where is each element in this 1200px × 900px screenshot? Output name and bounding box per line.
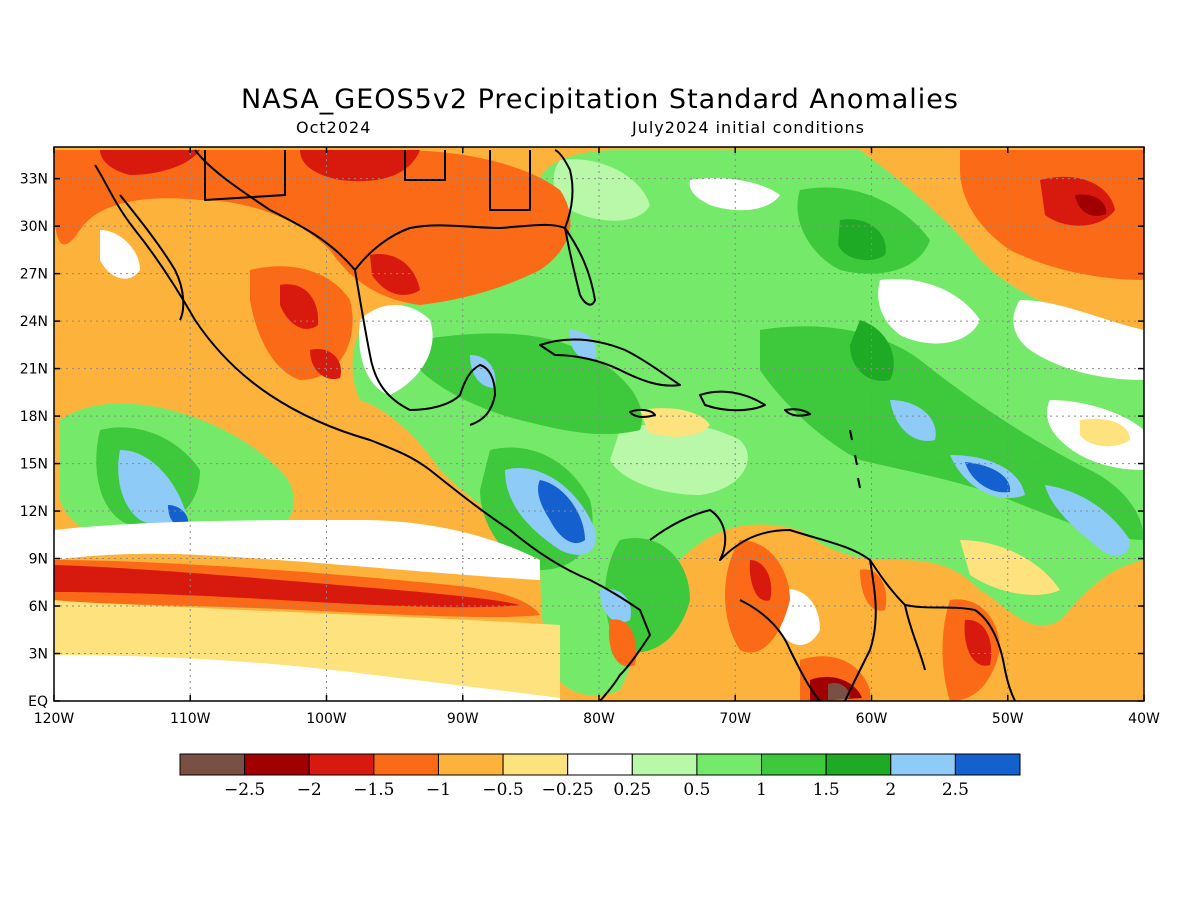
lon-tick-label: 120W: [34, 711, 75, 727]
lon-tick-label: 90W: [447, 711, 479, 727]
colorbar-swatch: [631, 753, 698, 776]
longitude-axis: 120W 110W 100W 90W 80W 70W 60W 50W 40W: [34, 147, 1160, 727]
colorbar-label: 1: [756, 780, 767, 800]
forecast-month-label: Oct2024: [296, 118, 372, 137]
lat-tick-label: 21N: [20, 362, 48, 378]
colorbar-label: −2: [297, 780, 322, 800]
lon-tick-label: 60W: [856, 711, 888, 727]
colorbar-swatch: [567, 753, 633, 776]
lon-tick-label: 80W: [583, 711, 615, 727]
colorbar-swatch: [825, 753, 892, 776]
lat-tick-label: EQ: [28, 694, 48, 710]
anomaly-field: [54, 147, 1144, 701]
lon-tick-label: 110W: [170, 711, 211, 727]
coastlines: [94, 149, 1016, 701]
colorbar-label: −2.5: [224, 780, 265, 800]
colorbar-label: 2.5: [942, 780, 969, 800]
lon-tick-label: 100W: [306, 711, 347, 727]
initial-conditions-label: July2024 initial conditions: [632, 118, 865, 137]
colorbar-label: −1: [426, 780, 451, 800]
colorbar-swatch: [954, 753, 1021, 776]
colorbar-swatch: [244, 753, 310, 776]
lat-tick-label: 3N: [29, 647, 48, 663]
colorbar-label: −0.5: [482, 780, 523, 800]
lat-tick-label: 27N: [20, 267, 48, 283]
lat-tick-label: 24N: [20, 314, 48, 330]
colorbar-label: 1.5: [813, 780, 840, 800]
colorbar-swatch: [761, 753, 827, 776]
colorbar-label: −1.5: [353, 780, 394, 800]
latitude-axis: 33N 30N 27N 24N 21N 18N 15N 12N 9N 6N 3N EQ: [20, 172, 1144, 710]
colorbar-swatch: [502, 753, 569, 776]
colorbar-swatch: [373, 753, 439, 776]
lon-tick-label: 50W: [992, 711, 1024, 727]
lat-tick-label: 33N: [20, 172, 48, 188]
colorbar-swatch: [696, 753, 763, 776]
colorbar-label: −0.25: [542, 780, 594, 800]
lat-tick-label: 15N: [20, 457, 48, 473]
chart-title: NASA_GEOS5v2 Precipitation Standard Anom…: [241, 84, 959, 115]
colorbar-label: 0.25: [613, 780, 651, 800]
colorbar-label: 0.5: [683, 780, 710, 800]
lat-tick-label: 30N: [20, 219, 48, 235]
colorbar-label: 2: [885, 780, 896, 800]
lat-tick-label: 18N: [20, 409, 48, 425]
lon-tick-label: 70W: [719, 711, 751, 727]
colorbar: −2.5 −2 −1.5 −1 −0.5 −0.25 0.25 0.5 1 1.5 2 2.5: [179, 753, 1021, 800]
colorbar-swatch: [437, 753, 504, 776]
lat-tick-label: 9N: [29, 552, 48, 568]
lat-tick-label: 6N: [29, 599, 48, 615]
colorbar-swatch: [308, 753, 375, 776]
lat-tick-label: 12N: [20, 504, 48, 520]
lon-tick-label: 40W: [1128, 711, 1160, 727]
colorbar-swatch: [179, 753, 246, 776]
colorbar-swatch: [890, 753, 956, 776]
